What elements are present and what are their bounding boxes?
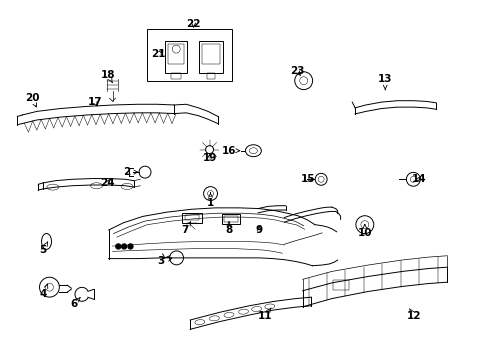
Text: 3: 3 <box>157 256 171 266</box>
Text: 12: 12 <box>406 309 421 321</box>
Text: 16: 16 <box>221 146 239 156</box>
Text: 11: 11 <box>257 308 272 321</box>
Text: 22: 22 <box>186 18 201 28</box>
Text: 20: 20 <box>25 93 39 107</box>
Bar <box>147 29 232 81</box>
Bar <box>222 213 240 224</box>
Text: 7: 7 <box>181 222 190 235</box>
Bar <box>165 41 187 73</box>
Text: 24: 24 <box>100 178 115 188</box>
Text: 15: 15 <box>301 174 315 184</box>
Text: 14: 14 <box>411 174 426 184</box>
Text: 23: 23 <box>289 66 304 76</box>
Text: 6: 6 <box>70 297 80 309</box>
Circle shape <box>116 244 121 249</box>
Circle shape <box>122 244 126 249</box>
Bar <box>185 215 199 220</box>
Text: 9: 9 <box>255 225 262 235</box>
Bar <box>182 213 202 223</box>
Bar <box>224 216 237 221</box>
Text: 4: 4 <box>40 284 48 299</box>
Text: 19: 19 <box>202 153 216 163</box>
Bar <box>332 280 348 290</box>
Text: 13: 13 <box>377 74 392 90</box>
Text: 10: 10 <box>357 225 371 238</box>
Text: 21: 21 <box>151 49 165 59</box>
Text: 5: 5 <box>40 242 48 255</box>
Text: 1: 1 <box>206 193 214 208</box>
Bar <box>206 73 215 79</box>
Text: 2: 2 <box>123 167 138 177</box>
Circle shape <box>128 244 133 249</box>
Text: 17: 17 <box>87 97 102 107</box>
Bar <box>202 44 220 64</box>
Text: 8: 8 <box>225 222 232 235</box>
Bar <box>171 73 181 79</box>
Bar <box>168 44 184 64</box>
Text: 18: 18 <box>100 69 115 82</box>
Bar <box>199 41 223 73</box>
